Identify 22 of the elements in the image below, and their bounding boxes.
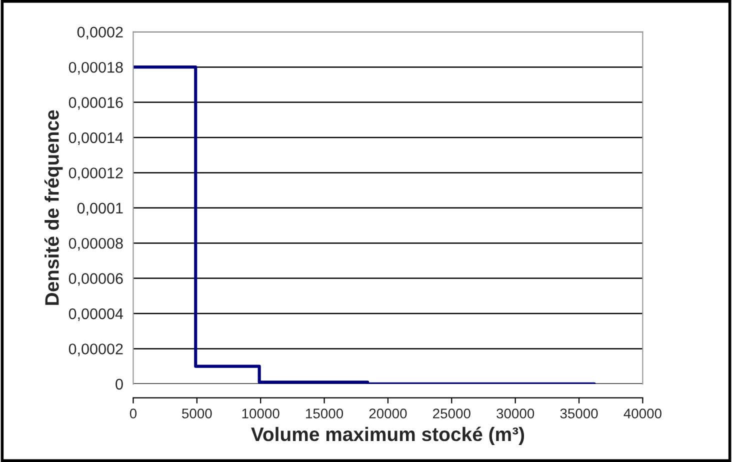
x-tick-label: 0 bbox=[130, 408, 137, 418]
y-tick-label: 0,0002 bbox=[77, 26, 123, 40]
y-tick-label: 0 bbox=[116, 378, 123, 390]
y-tick-label: 0,00008 bbox=[68, 238, 123, 251]
x-tick-label: 30000 bbox=[496, 408, 534, 418]
x-tick-label: 15000 bbox=[306, 408, 344, 418]
y-tick-label: 0,00014 bbox=[68, 132, 124, 145]
x-tick-label: 20000 bbox=[369, 408, 407, 418]
y-tick-label: 0,00004 bbox=[68, 308, 124, 322]
x-tick-label: 35000 bbox=[560, 408, 598, 418]
y-tick-label: 0,00006 bbox=[68, 273, 123, 286]
y-axis-title: Densité de fréquence bbox=[44, 110, 63, 305]
y-tick-label: 0,00002 bbox=[68, 344, 123, 356]
x-tick-label: 25000 bbox=[433, 408, 470, 418]
y-tick-label: 0,00018 bbox=[68, 62, 123, 75]
x-axis-title: Volume maximum stocké (m³) bbox=[251, 426, 524, 446]
x-tick-label: 5000 bbox=[182, 408, 212, 418]
x-tick-label: 10000 bbox=[242, 408, 280, 418]
y-tick-label: 0,00012 bbox=[68, 168, 123, 180]
x-tick-label: 40000 bbox=[624, 408, 662, 418]
y-tick-label: 0,00016 bbox=[68, 97, 123, 110]
y-tick-label: 0,0001 bbox=[77, 202, 123, 216]
